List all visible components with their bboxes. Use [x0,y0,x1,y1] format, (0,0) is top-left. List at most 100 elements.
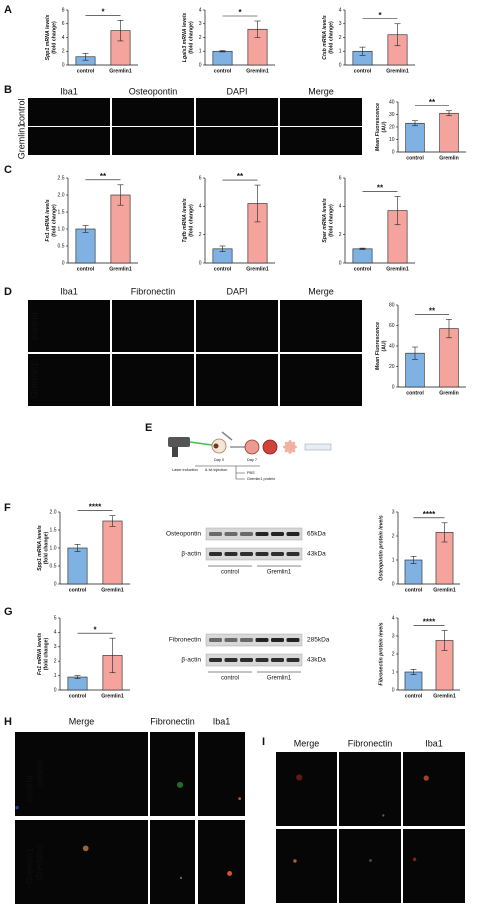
y-tick-label: 4 [392,615,395,621]
x-tick-label: control [77,68,95,74]
y-tick-label: 20 [389,364,395,370]
cell-blob [227,871,233,876]
blot-strip [205,547,303,561]
x-tick-label: Gremlin1 [101,693,124,699]
band [286,532,300,536]
x-tick-label: Gremlin1 [109,266,132,272]
significance-label: * [101,7,105,16]
micrograph [276,829,337,903]
significance-label: **** [89,503,102,512]
row-label: control [34,760,44,787]
y-axis-label: Fn1 mRNA levels [45,199,51,241]
micrograph [15,820,148,904]
micrograph [112,300,194,352]
y-tick-label: 40 [389,99,395,105]
micrograph [280,98,362,126]
eye [211,438,227,454]
column-label: Merge [294,738,320,748]
error-bar [446,319,452,339]
error-bar [394,23,401,47]
column-label: Iba1 [425,738,443,748]
band [255,552,269,556]
group-label: control [221,570,239,576]
laser-handle [172,447,178,457]
column-label: Merge [69,716,95,726]
band [271,552,284,556]
y-tick-label: 1 [339,49,342,55]
y-tick-label: 40 [389,343,395,349]
cell-blob [369,859,372,862]
significance-label: * [238,8,242,17]
y-tick-label: 3 [339,21,342,27]
x-tick-label: control [69,587,87,593]
y-tick-label: 2 [199,232,202,238]
y-axis-label: (fold change) [329,21,335,54]
error-bar [254,184,261,223]
band-name: Osteopontin [166,531,201,538]
y-axis-label: (fold change) [44,637,50,670]
cell-blob [293,859,297,863]
column-label: Fibronectin [348,738,393,748]
blot-strip [205,653,303,667]
x-tick-label: Gremlin1 [246,68,269,74]
y-tick-label: 1.0 [50,545,57,551]
panel-label: I [262,736,265,748]
y-axis-label: Fibronectin protein levels [378,622,384,685]
micrograph [280,127,362,155]
band [240,532,253,536]
band-size: 43kDa [307,657,326,664]
y-tick-label: 2 [62,49,65,55]
y-tick-label: 3 [392,633,395,639]
x-tick-label: control [406,390,424,396]
micrograph [28,300,110,352]
y-axis-label: Spp1 mRNA levels [37,525,43,571]
significance-label: ** [429,98,436,107]
y-tick-label: 2 [392,533,395,539]
day-label: Day 7 [247,458,257,462]
y-tick-label: 0 [339,260,342,266]
cell-blob [15,805,19,810]
group-label: control [221,676,239,682]
micrograph [28,98,110,126]
significance-label: **** [423,618,436,627]
micrograph [196,354,278,406]
x-tick-label: control [405,587,423,593]
flatmount-petal [284,441,296,453]
y-tick-label: 1 [392,669,395,675]
y-tick-label: 20 [389,124,395,130]
blot-strip [205,633,303,647]
syringe [221,431,233,441]
y-tick-label: 2 [199,35,202,41]
bar [352,248,373,264]
x-tick-label: Gremlin1 [386,68,409,74]
y-tick-label: 3 [54,644,57,650]
band-size: 43kDa [307,551,326,558]
x-tick-label: control [77,266,95,272]
error-bar [410,668,417,676]
y-tick-label: 4 [339,204,342,210]
micrograph [198,820,245,904]
micrograph [339,752,401,826]
y-tick-label: 60 [389,323,395,329]
error-bar [410,556,417,564]
significance-label: * [93,625,97,634]
error-bar [117,184,124,206]
significance-label: * [378,11,382,20]
column-label: Merge [308,86,334,96]
row-label: Gremlin1 [24,848,34,885]
y-tick-label: 30 [389,112,395,118]
row-label: control [24,775,34,802]
x-tick-label: control [214,266,232,272]
y-tick-label: 0 [392,687,395,693]
panel-label: E [145,422,152,434]
bar [439,112,459,153]
error-bar [254,20,261,38]
cell-blob [382,814,385,817]
band [209,658,222,662]
schematic-text: Laser induction [172,468,198,472]
column-label: Fibronectin [150,716,195,726]
band [209,638,222,642]
laser-beam [189,441,213,446]
error-bar [412,120,418,127]
